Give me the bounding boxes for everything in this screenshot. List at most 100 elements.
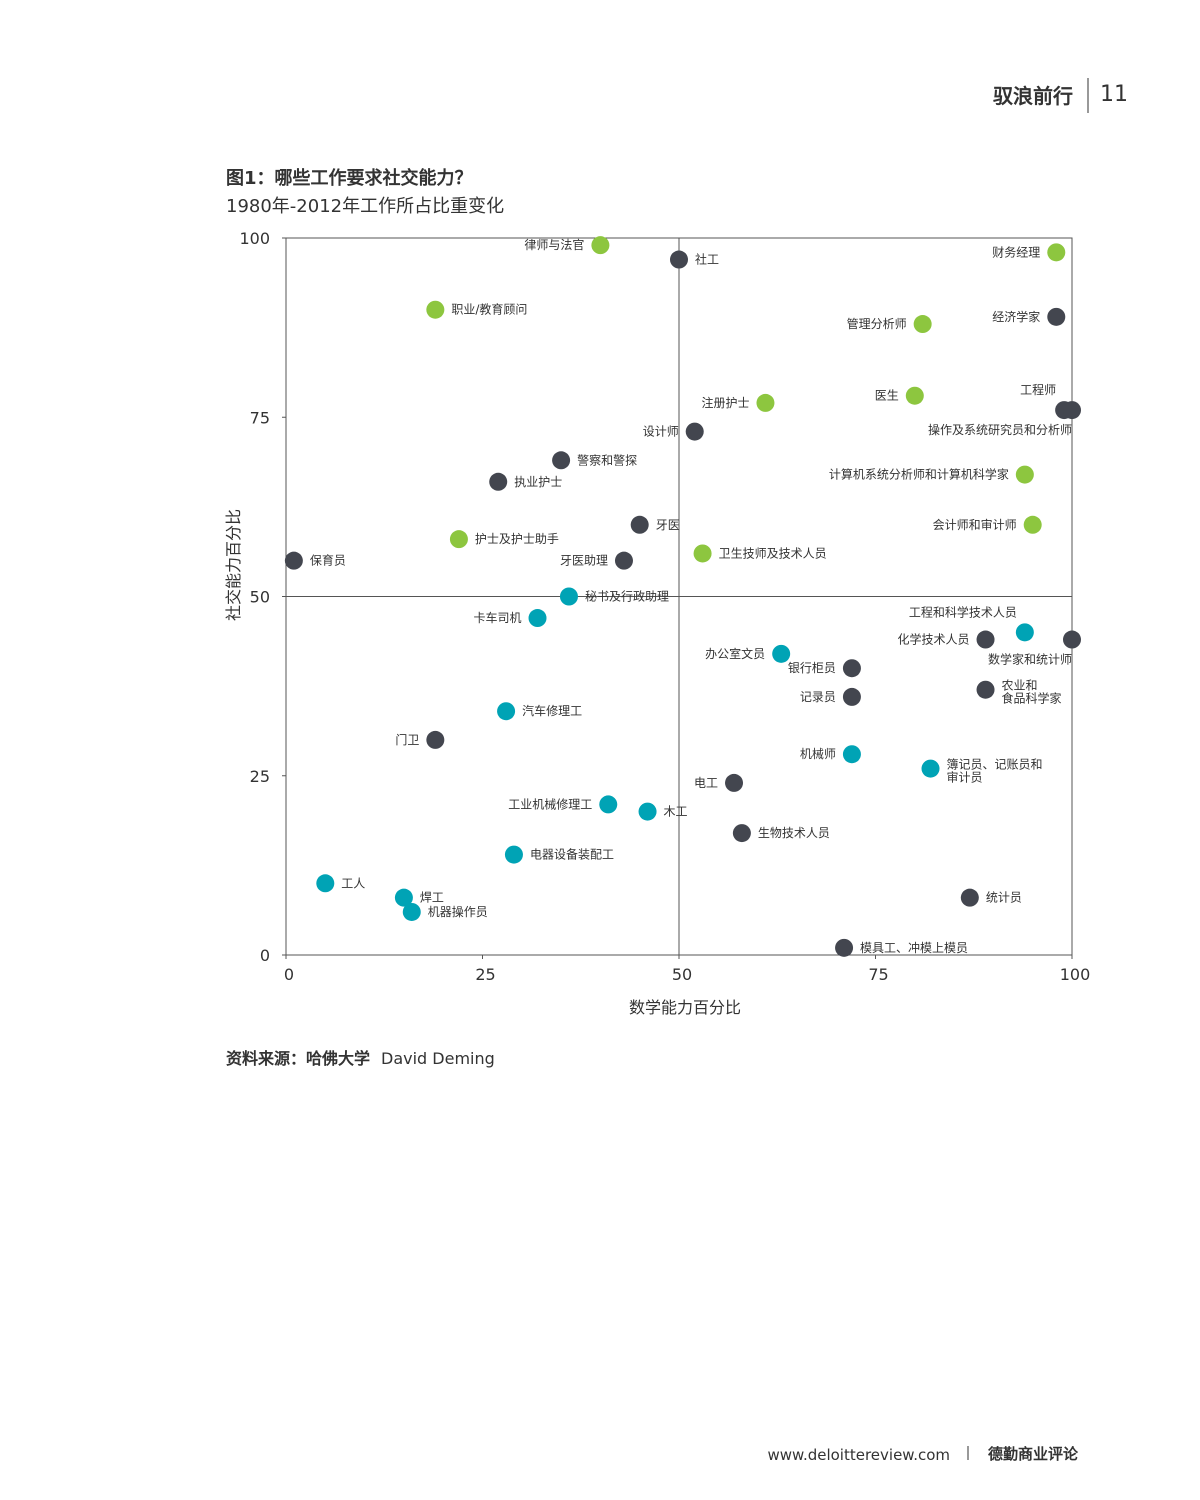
chart-subtitle: 1980年-2012年工作所占比重变化 — [226, 196, 504, 217]
point-label: 律师与法官 — [524, 237, 584, 252]
point-label: 执业护士 — [514, 475, 562, 489]
point-label: 焊工 — [420, 890, 444, 905]
point — [426, 300, 445, 319]
point — [638, 802, 657, 821]
point-label: 护士及护士助手 — [475, 532, 559, 546]
point-label: 农业和食品科学家 — [1002, 679, 1062, 706]
point-label: 计算机系统分析师和计算机科学家 — [829, 467, 1009, 482]
point — [426, 730, 445, 749]
point-label-line: 簿记员、记账员和 — [947, 757, 1043, 772]
point — [316, 874, 335, 893]
y-axis-label: 社交能力百分比 — [224, 509, 243, 621]
point-label: 保育员 — [310, 553, 346, 568]
point — [1047, 243, 1066, 262]
point — [1023, 515, 1042, 534]
point-label: 生物技术人员 — [758, 826, 830, 840]
point — [1063, 630, 1081, 649]
point — [284, 551, 303, 570]
point — [528, 609, 547, 628]
point — [394, 888, 413, 907]
point-label-line: 食品科学家 — [1002, 691, 1062, 706]
point — [504, 845, 523, 864]
y-tick-label: 75 — [250, 408, 270, 427]
point-label: 电器设备装配工 — [530, 848, 614, 862]
point — [842, 659, 861, 678]
point-label: 数学家和统计师 — [988, 652, 1072, 667]
point-label: 统计员 — [986, 891, 1022, 905]
y-tick-label: 100 — [239, 229, 270, 248]
point-label: 簿记员、记账员和审计员 — [947, 757, 1043, 785]
source-prefix: 资料来源：哈佛大学 — [226, 1049, 370, 1068]
point-label: 会计师和审计师 — [933, 517, 1017, 532]
point-label: 卫生技师及技术人员 — [719, 546, 827, 560]
point — [1047, 307, 1066, 326]
point — [591, 236, 610, 255]
point-label: 化学技术人员 — [898, 632, 970, 647]
point-label: 卡车司机 — [474, 610, 522, 625]
point-label: 注册护士 — [701, 395, 749, 410]
point-label: 机械师 — [800, 746, 836, 761]
y-tick-label: 0 — [260, 946, 270, 965]
point — [693, 544, 712, 563]
point-label: 门卫 — [395, 732, 419, 747]
point-label: 模具工、冲模上模员 — [860, 940, 968, 955]
point-label: 操作及系统研究员和分析师 — [928, 422, 1072, 437]
x-tick-label: 100 — [1060, 965, 1091, 984]
y-tick-label: 25 — [250, 767, 270, 786]
point-label: 警察和警探 — [577, 452, 637, 467]
page-number: 11 — [1100, 82, 1128, 107]
point — [1015, 623, 1034, 642]
chart-title: 图1：哪些工作要求社交能力？ — [226, 167, 473, 189]
point — [772, 644, 791, 663]
point-label: 财务经理 — [992, 244, 1040, 259]
point-label: 经济学家 — [992, 309, 1040, 324]
point — [599, 795, 618, 814]
point-label: 医生 — [875, 389, 899, 403]
point — [976, 630, 995, 649]
point — [905, 386, 924, 405]
header-title: 驭浪前行 — [993, 84, 1073, 108]
point-label: 职业/教育顾问 — [451, 302, 527, 317]
point — [552, 451, 571, 470]
point — [842, 745, 861, 764]
point-label: 木工 — [664, 805, 688, 819]
point — [449, 530, 468, 549]
point — [685, 422, 704, 441]
point-label: 设计师 — [643, 425, 679, 439]
point — [630, 515, 649, 534]
x-tick-label: 0 — [284, 965, 294, 984]
point — [756, 393, 775, 412]
point — [1015, 465, 1034, 484]
point — [489, 472, 508, 491]
point-label: 机器操作员 — [428, 904, 488, 919]
point-label: 秘书及行政助理 — [585, 590, 669, 604]
point — [921, 759, 940, 778]
point — [614, 551, 633, 570]
point-label: 工程和科学技术人员 — [909, 604, 1017, 619]
point-label: 办公室文员 — [705, 646, 765, 661]
point — [725, 773, 744, 792]
x-axis-label: 数学能力百分比 — [629, 998, 741, 1017]
point — [497, 702, 516, 721]
point-label: 银行柜员 — [788, 661, 836, 675]
point — [670, 250, 688, 269]
point-label: 工业机械修理工 — [508, 796, 592, 811]
footer-url: www.deloittereview.com — [768, 1446, 950, 1464]
x-tick-label: 75 — [868, 965, 888, 984]
point — [559, 587, 578, 606]
point-label: 管理分析师 — [847, 316, 907, 331]
point-label: 记录员 — [800, 690, 836, 704]
point — [842, 687, 861, 706]
source-name: David Deming — [381, 1049, 495, 1068]
point — [732, 824, 751, 843]
y-tick-label: 50 — [250, 588, 270, 607]
x-tick-label: 25 — [475, 965, 495, 984]
point-label: 牙医 — [656, 518, 680, 532]
point-label: 工程师 — [1020, 382, 1056, 397]
point-label: 电工 — [694, 776, 718, 790]
point-label: 汽车修理工 — [522, 703, 582, 718]
point-label: 工人 — [341, 876, 365, 890]
point-label: 牙医助理 — [560, 554, 608, 568]
